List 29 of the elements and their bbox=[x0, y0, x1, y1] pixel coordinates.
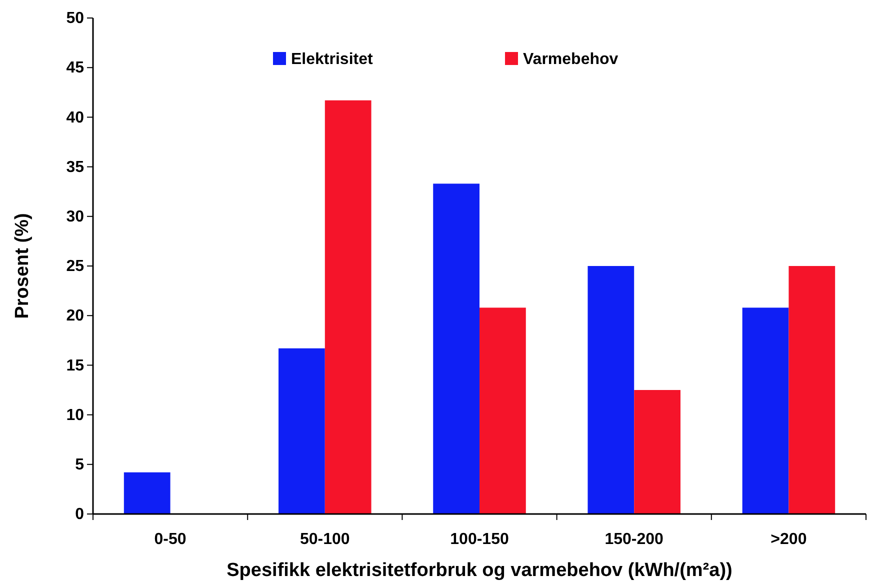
y-tick-label: 20 bbox=[66, 308, 84, 325]
bar bbox=[278, 348, 325, 514]
x-tick-label: 150-200 bbox=[604, 531, 664, 548]
y-tick-label: 5 bbox=[75, 456, 84, 474]
y-tick-label: 15 bbox=[66, 357, 84, 374]
x-tick-label: 100-150 bbox=[450, 531, 509, 548]
x-tick-label: >200 bbox=[770, 531, 807, 548]
bar bbox=[433, 184, 480, 514]
y-tick-label: 50 bbox=[66, 10, 84, 28]
bar bbox=[480, 308, 526, 514]
y-axis-title: Prosent (%) bbox=[12, 213, 33, 319]
bar bbox=[788, 266, 836, 514]
x-tick-label: 50-100 bbox=[300, 531, 350, 548]
bar bbox=[588, 266, 634, 514]
bar bbox=[124, 472, 170, 514]
x-axis-title: Spesifikk elektrisitetforbruk og varmebehov (kWh/(m²a)) bbox=[226, 560, 732, 581]
bar bbox=[742, 308, 789, 514]
y-tick-label: 10 bbox=[66, 406, 84, 424]
x-tick-label: 0-50 bbox=[154, 531, 186, 548]
y-tick-label: 25 bbox=[66, 258, 84, 276]
y-tick-label: 0 bbox=[75, 506, 84, 524]
y-tick-label: 35 bbox=[66, 158, 84, 176]
legend-label: Varmebehov bbox=[523, 51, 618, 68]
y-tick-label: 40 bbox=[66, 109, 84, 126]
legend-label: Elektrisitet bbox=[291, 51, 374, 68]
y-tick-label: 30 bbox=[66, 208, 84, 226]
y-tick-label: 45 bbox=[66, 60, 84, 77]
bar bbox=[634, 390, 680, 514]
bar bbox=[324, 100, 372, 514]
